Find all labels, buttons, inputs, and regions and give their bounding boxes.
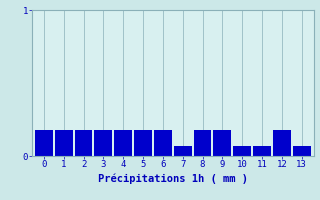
Bar bbox=[233, 146, 251, 156]
Bar bbox=[114, 130, 132, 156]
Bar bbox=[253, 146, 271, 156]
Bar bbox=[154, 130, 172, 156]
Bar bbox=[213, 130, 231, 156]
X-axis label: Précipitations 1h ( mm ): Précipitations 1h ( mm ) bbox=[98, 173, 248, 184]
Bar bbox=[75, 130, 92, 156]
Bar bbox=[273, 130, 291, 156]
Bar bbox=[134, 130, 152, 156]
Bar bbox=[174, 146, 192, 156]
Bar bbox=[293, 146, 311, 156]
Bar bbox=[94, 130, 112, 156]
Bar bbox=[194, 130, 212, 156]
Bar bbox=[35, 130, 53, 156]
Bar bbox=[55, 130, 73, 156]
